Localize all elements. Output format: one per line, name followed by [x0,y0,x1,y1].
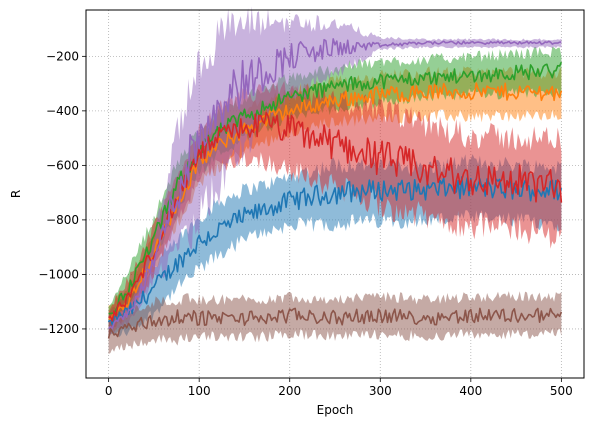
x-tick-label: 0 [105,384,113,398]
x-tick-label: 500 [550,384,573,398]
y-tick-label: −1000 [38,267,79,281]
series-band-4 [108,6,562,336]
y-axis-ticks: −1200 −1000 −800 −600 −400 −200 [38,49,86,336]
x-tick-label: 400 [459,384,482,398]
series-lines [107,38,563,339]
series-line-5 [107,307,563,339]
x-tick-label: 100 [188,384,211,398]
x-tick-label: 300 [369,384,392,398]
plot-frame [85,9,585,379]
y-tick-label: −800 [46,213,79,227]
series-line-3 [108,111,563,322]
series-band-5 [108,291,562,354]
x-axis-ticks: 0 100 200 300 400 500 [105,378,573,398]
y-tick-label: −600 [46,158,79,172]
series-line-1 [108,82,563,320]
y-axis-label: R [9,190,23,198]
y-tick-label: −1200 [38,322,79,336]
y-tick-label: −200 [46,49,79,63]
series-line-4 [108,38,562,330]
y-tick-label: −400 [46,104,79,118]
x-tick-label: 200 [278,384,301,398]
x-axis-label: Epoch [317,403,354,417]
